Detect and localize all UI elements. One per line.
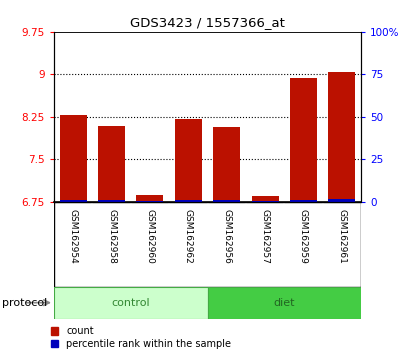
Title: GDS3423 / 1557366_at: GDS3423 / 1557366_at bbox=[130, 16, 285, 29]
Legend: count, percentile rank within the sample: count, percentile rank within the sample bbox=[51, 326, 231, 349]
Text: diet: diet bbox=[273, 298, 295, 308]
Text: GSM162954: GSM162954 bbox=[68, 209, 78, 263]
Bar bbox=[290, 200, 317, 202]
Text: GSM162960: GSM162960 bbox=[145, 209, 154, 263]
Text: protocol: protocol bbox=[2, 298, 47, 308]
Text: GSM162956: GSM162956 bbox=[222, 209, 231, 263]
Bar bbox=[213, 200, 240, 202]
Bar bbox=[137, 195, 164, 202]
Bar bbox=[213, 127, 240, 202]
Bar bbox=[328, 72, 355, 202]
Bar bbox=[98, 126, 125, 202]
Bar bbox=[60, 200, 87, 202]
Bar bbox=[328, 199, 355, 202]
Text: GSM162958: GSM162958 bbox=[107, 209, 116, 263]
Text: GSM162961: GSM162961 bbox=[337, 209, 347, 263]
Bar bbox=[137, 201, 164, 202]
Bar bbox=[98, 200, 125, 202]
Bar bbox=[290, 78, 317, 202]
Bar bbox=[54, 287, 208, 319]
Bar bbox=[175, 200, 202, 202]
Bar bbox=[208, 287, 361, 319]
Bar bbox=[175, 119, 202, 202]
Text: GSM162959: GSM162959 bbox=[299, 209, 308, 263]
Text: GSM162962: GSM162962 bbox=[184, 209, 193, 263]
Bar bbox=[251, 196, 278, 202]
Bar bbox=[60, 115, 87, 202]
Text: control: control bbox=[111, 298, 150, 308]
Bar bbox=[251, 201, 278, 202]
Text: GSM162957: GSM162957 bbox=[261, 209, 270, 263]
